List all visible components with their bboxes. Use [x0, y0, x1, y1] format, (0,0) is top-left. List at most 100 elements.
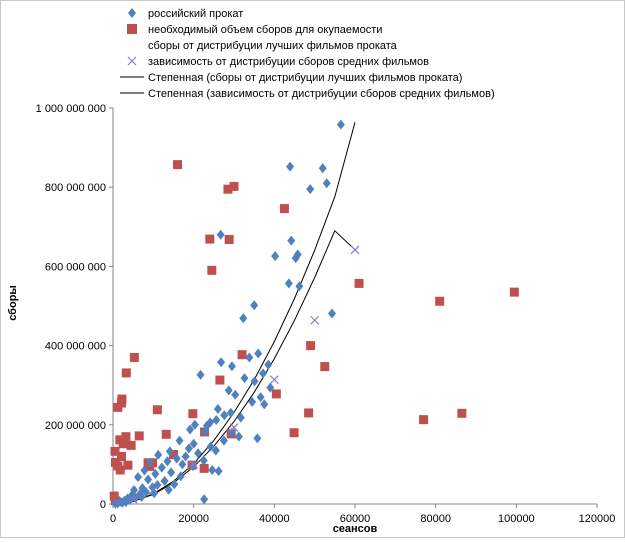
russian-point [213, 403, 222, 414]
russian-point [154, 449, 163, 460]
required-point [118, 439, 128, 449]
required-point [109, 491, 119, 501]
russian-point [227, 361, 236, 372]
dependency-point [269, 375, 279, 385]
required-point [509, 287, 519, 297]
russian-point [208, 464, 217, 475]
x-stroke [128, 494, 138, 504]
russian-point [172, 453, 181, 464]
russian-point [284, 278, 293, 289]
required-point [134, 431, 144, 441]
required-point [435, 296, 445, 306]
russian-point [196, 369, 205, 380]
russian-point [250, 300, 259, 311]
russian-point [254, 348, 263, 359]
required-point [116, 451, 126, 461]
axes: 0 200 000 000 400 000 000 600 000 000 800 00… [36, 103, 616, 525]
x-axis-title: сеансов [333, 523, 378, 535]
russian-point [266, 382, 275, 393]
legend-label: Степенная (сборы от дистрибуции лучших ф… [148, 72, 462, 84]
required-point [224, 234, 234, 244]
y-tick-label: 200 000 000 [45, 420, 106, 432]
russian-point [199, 455, 208, 466]
russian-point [206, 441, 215, 452]
required-point [306, 341, 316, 351]
required-point [237, 350, 247, 360]
x-stroke [127, 56, 137, 66]
russian-point [118, 497, 127, 508]
russian-point [189, 438, 198, 449]
russian-point [157, 462, 166, 473]
russian-point [236, 412, 245, 423]
required-point [123, 460, 133, 470]
russian-point [140, 465, 149, 476]
russian-point [146, 457, 155, 468]
required-point [215, 375, 225, 385]
russian-point [164, 484, 173, 495]
russian-point [250, 376, 259, 387]
russian-point [336, 119, 345, 130]
russian-point [219, 435, 228, 446]
y-tick-label: 600 000 000 [45, 261, 106, 273]
russian-point [163, 456, 172, 467]
russian-point [134, 472, 143, 483]
legend-label: сборы от дистрибуции лучших фильмов прок… [148, 40, 398, 52]
x-tick-label: 20000 [178, 513, 209, 525]
russian-point [328, 308, 337, 319]
russian-point [239, 313, 248, 324]
x-tick-label: 40000 [259, 513, 290, 525]
y-tick-label: 0 [100, 499, 106, 511]
russian-point [167, 467, 176, 478]
x-stroke [229, 423, 239, 432]
russian-point [291, 253, 300, 264]
trend-lines [116, 122, 356, 505]
x-stroke [269, 375, 279, 385]
legend-label: зависимость от дистрибуции сборов средни… [148, 56, 429, 68]
russian-point [194, 448, 203, 459]
required-point [199, 463, 209, 473]
required-point [419, 415, 429, 425]
russian-point [175, 435, 184, 446]
russian-point [260, 399, 269, 410]
required-point [320, 362, 330, 372]
russian-point [220, 410, 229, 421]
dependency-point [229, 423, 239, 432]
required-point [152, 405, 162, 415]
russian-point [306, 184, 315, 195]
required-point [289, 428, 299, 438]
russian-point [216, 229, 225, 240]
russian-point [200, 426, 209, 437]
russian-point [287, 235, 296, 246]
y-axis-title: сборы [7, 285, 19, 321]
russian-point [181, 451, 190, 462]
russian-point [240, 373, 249, 384]
russian-point [256, 392, 265, 403]
russian-point [271, 251, 280, 262]
russian-point [211, 445, 220, 456]
required-point [223, 184, 233, 194]
required-point [169, 450, 178, 459]
russian-point [264, 359, 273, 370]
russian-point [165, 446, 174, 457]
x-tick-label: 80000 [420, 513, 451, 525]
dependency-point [350, 245, 360, 255]
required-point [229, 181, 239, 191]
x-tick-label: 60000 [340, 513, 371, 525]
russian-point [111, 498, 120, 509]
russian-point [131, 493, 140, 504]
y-tick-label: 1 000 000 000 [36, 103, 106, 115]
data-points [109, 119, 519, 509]
russian-point [253, 433, 262, 444]
russian-point [186, 424, 195, 435]
required-point [115, 465, 125, 475]
russian-point [214, 466, 223, 477]
legend-label: Степенная (зависимость от дистрибуции сб… [148, 88, 495, 100]
required-point [207, 265, 217, 275]
russian-point [259, 368, 268, 379]
required-point [188, 409, 198, 419]
x-stroke [350, 245, 360, 255]
legend: российский прокат необходимый объем сборо… [120, 8, 495, 100]
required-point [113, 402, 123, 412]
russian-point [190, 419, 199, 430]
